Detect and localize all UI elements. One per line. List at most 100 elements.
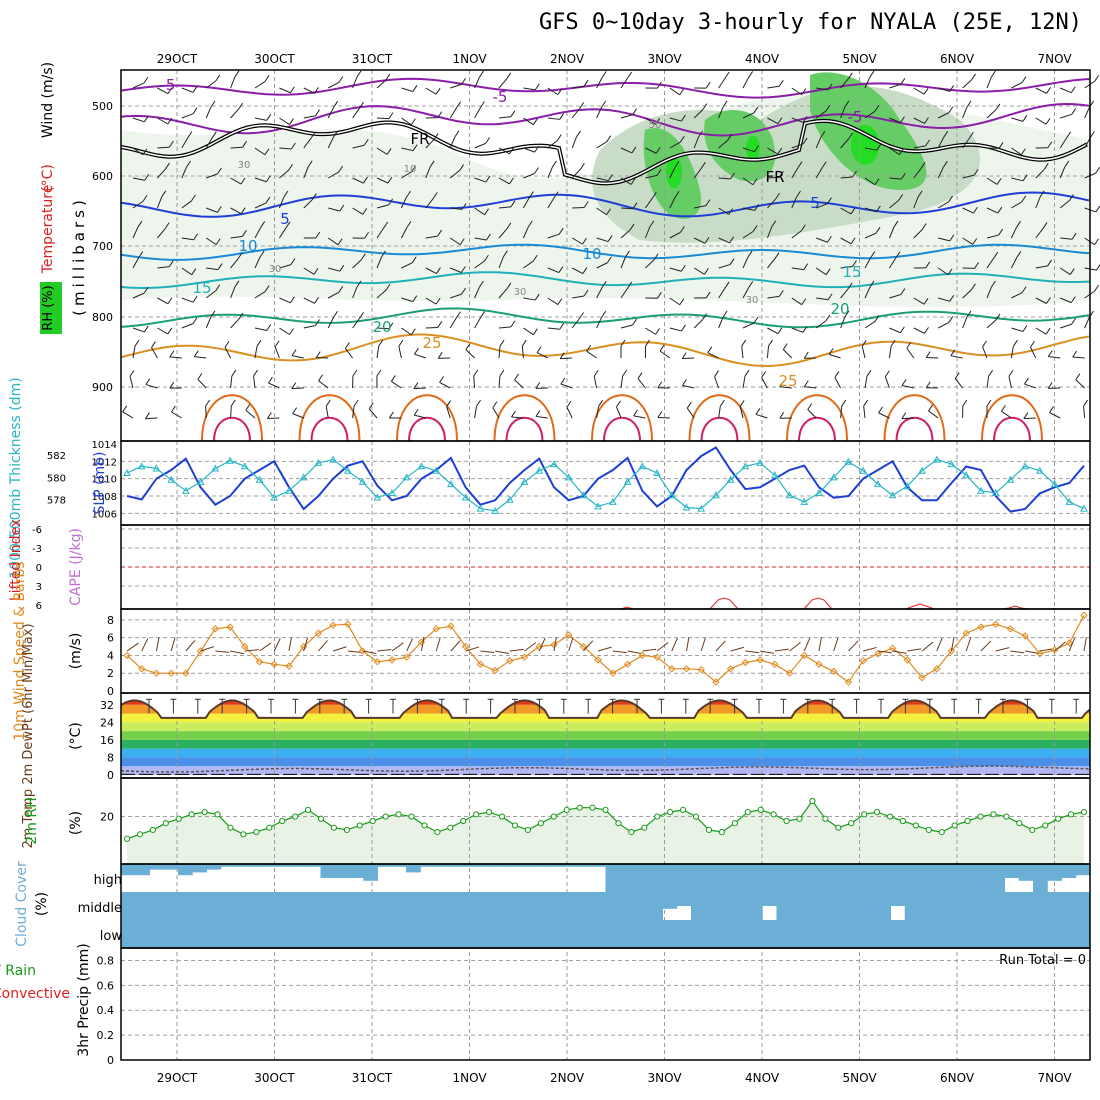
cloud-cover-bar (634, 892, 649, 920)
wind-barb (913, 327, 925, 334)
cloud-cover-bar (534, 920, 549, 948)
wind-barb (327, 291, 340, 299)
wind-barb-flag (378, 339, 384, 347)
wind-barb-flag (633, 409, 639, 417)
wind-barb-flag (559, 113, 565, 120)
wind-barb (274, 346, 280, 359)
thickness-tick: 580 (47, 473, 66, 484)
cloud-cover-bar (292, 864, 307, 867)
wind-barb (840, 406, 843, 419)
wind-barb (547, 197, 555, 209)
thickness-point (800, 497, 809, 505)
freezing-level-inner (120, 120, 1088, 185)
wind-barb-10m (715, 640, 726, 652)
wind-barb-flag (234, 280, 240, 288)
slp-tick: 1010 (92, 475, 117, 486)
wind-barb (767, 176, 780, 179)
wind-barb-flag (681, 352, 687, 359)
wind-barb (547, 267, 560, 274)
wind-barb (888, 346, 892, 359)
cloud-cover-bar (762, 920, 777, 948)
wind-barb (268, 382, 280, 389)
wind-barb (523, 117, 534, 126)
cloud-cover-bar (1018, 892, 1034, 920)
wind-barb-flag (387, 176, 393, 184)
wind-speed-point (771, 660, 779, 669)
rh-legend: RH (%) (41, 285, 56, 330)
wind-barb-flag (779, 411, 785, 419)
cloud-cover-bar (1061, 892, 1077, 920)
wind-barb (303, 267, 315, 275)
cloud-cover-bar (947, 920, 963, 948)
wind-barb-10m (494, 650, 509, 655)
wind-barb-flag (753, 106, 759, 114)
wind-barb-flag (777, 327, 783, 334)
wind-barb-10m (170, 637, 176, 652)
cloud-cover-bar (748, 864, 763, 892)
wind-barb-10m (597, 646, 612, 652)
wind-speed-point (785, 669, 794, 677)
wind-barb (1035, 297, 1047, 304)
wind-barb (864, 147, 877, 151)
rh-point (304, 806, 312, 813)
wind-barb-flag (192, 295, 198, 303)
wind-barb-flag (620, 339, 626, 347)
wind-speed-point (1065, 639, 1074, 647)
wind-barb-flag (566, 400, 572, 408)
wind-barb (840, 266, 853, 269)
wind-barb (278, 227, 287, 239)
wind-barb (253, 376, 256, 389)
wind-barb-flag (870, 251, 876, 258)
wind-barb-flag (1069, 194, 1074, 201)
wind-barb-flag (579, 312, 584, 319)
wind-barb-flag (576, 130, 581, 138)
wind-barb-flag (1049, 406, 1054, 413)
cloud-cover-bar (434, 864, 450, 867)
wind-barb-flag (314, 297, 319, 304)
wind-barb-flag (266, 324, 272, 331)
wind-barb (901, 385, 914, 389)
wind-barb (474, 207, 485, 216)
wind-barb-flag (899, 148, 904, 155)
wind-barb-flag (558, 266, 564, 273)
wind-barb-flag (948, 195, 953, 203)
thickness-axis-label: 1000-500mb Thickness (dm) (8, 377, 24, 578)
wind-barb (132, 177, 145, 181)
wind-barb (401, 171, 412, 179)
wind-barb (450, 207, 463, 210)
wind-barb-flag (724, 281, 730, 289)
wind-barb (864, 376, 868, 389)
wind-barb (547, 233, 560, 239)
lifted-index-line (709, 597, 739, 610)
wind-speed-point (373, 657, 382, 666)
wind-barb-flag (484, 254, 489, 262)
wind-barb-10m (745, 650, 760, 654)
wind-speed-point (432, 625, 440, 633)
wind-barb-10m (362, 650, 377, 655)
cloud-cover-bar (819, 864, 834, 892)
cloud-cover-bar (263, 920, 279, 948)
wind-barb (682, 357, 695, 360)
contour-label: 50 (649, 120, 662, 131)
cloud-cover-bar (676, 892, 692, 906)
rh-point (770, 811, 777, 818)
wind-barb-flag (744, 369, 750, 377)
wind-barb-flag (338, 286, 344, 293)
wind-barb (474, 76, 480, 89)
wind-speed-point (270, 660, 278, 669)
wind-speed-point (461, 642, 470, 651)
cloud-cover-bar (320, 920, 336, 948)
wind-barb (1011, 82, 1023, 89)
wind-barb-flag (777, 117, 783, 124)
wind-barb-flag (820, 130, 826, 138)
li-axis-label: Lifted Index (8, 519, 24, 601)
wind-barb-flag (679, 135, 685, 143)
rh-point (201, 809, 208, 816)
wind-barb (425, 166, 431, 179)
wind-barb-flag (1039, 190, 1045, 198)
wind-barb-flag (187, 131, 193, 138)
temp-band (121, 757, 1090, 767)
thickness-point (874, 480, 882, 488)
wind-barb (1059, 137, 1068, 149)
wind-barb (522, 226, 529, 239)
